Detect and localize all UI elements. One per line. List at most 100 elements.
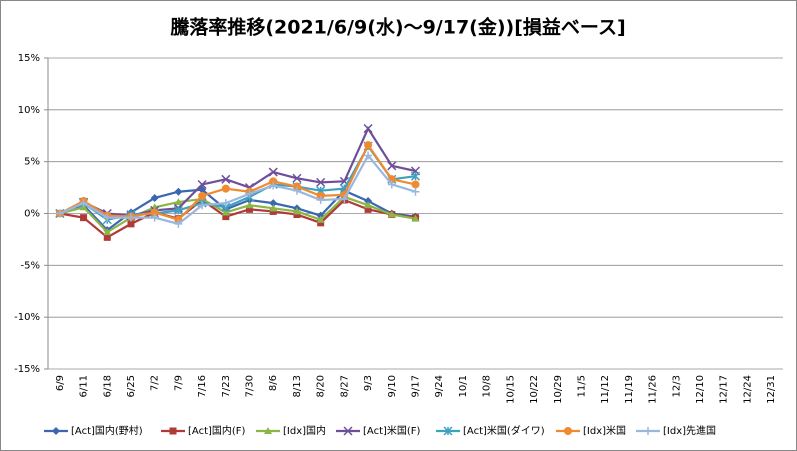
- marker: [55, 209, 64, 218]
- marker: [221, 184, 230, 193]
- marker: [197, 179, 207, 190]
- marker: [293, 211, 301, 219]
- marker: [80, 214, 88, 222]
- x-tick-label: 9/10: [387, 375, 398, 397]
- marker: [410, 171, 421, 181]
- x-tick-label: 6/11: [79, 375, 90, 397]
- x-tick-label: 12/17: [719, 375, 730, 404]
- x-tick-label: 7/2: [150, 375, 161, 391]
- y-tick-label: 5%: [24, 157, 40, 168]
- marker: [387, 180, 396, 189]
- marker: [316, 191, 325, 200]
- x-tick-label: 10/8: [482, 375, 493, 397]
- marker: [245, 189, 254, 198]
- legend-label: [Act]国内(F): [188, 424, 246, 437]
- x-tick-label: 12/31: [766, 375, 777, 404]
- marker: [387, 210, 396, 218]
- marker: [364, 141, 373, 150]
- marker: [173, 205, 183, 215]
- y-tick-label: -10%: [14, 312, 40, 323]
- series-line: [59, 153, 416, 226]
- x-tick-label: 10/29: [553, 375, 564, 404]
- marker: [364, 201, 373, 209]
- marker: [150, 193, 159, 202]
- x-tick-label: 12/24: [742, 375, 753, 404]
- x-tick-label: 12/3: [671, 375, 682, 397]
- x-tick-label: 11/19: [624, 375, 635, 404]
- marker: [221, 199, 230, 208]
- marker: [103, 233, 111, 241]
- x-tick-label: 11/5: [576, 375, 587, 397]
- marker: [103, 228, 112, 236]
- x-tick-label: 12/10: [695, 375, 706, 404]
- marker: [269, 177, 278, 186]
- x-tick-label: 9/3: [363, 375, 374, 391]
- marker: [364, 197, 373, 206]
- marker: [127, 220, 135, 228]
- legend-label: [Idx]国内: [283, 424, 326, 437]
- legend-label: [Act]米国(F): [363, 424, 421, 437]
- series-line: [59, 142, 416, 221]
- marker: [343, 426, 353, 436]
- x-tick-label: 8/13: [292, 375, 303, 397]
- marker: [174, 219, 183, 228]
- y-tick-label: -5%: [21, 260, 40, 271]
- marker: [269, 199, 278, 208]
- legend-label: [Act]米国(ダイワ): [463, 424, 545, 437]
- y-tick-label: 10%: [18, 105, 40, 116]
- marker: [268, 167, 278, 177]
- x-tick-label: 7/23: [221, 375, 232, 397]
- marker: [340, 194, 349, 203]
- marker: [103, 213, 112, 222]
- marker: [292, 207, 301, 215]
- marker: [246, 205, 254, 213]
- marker: [411, 180, 420, 189]
- x-tick-label: 10/22: [529, 375, 540, 404]
- marker: [221, 174, 231, 184]
- marker: [174, 198, 183, 206]
- marker: [564, 427, 572, 435]
- x-tick-label: 6/25: [126, 375, 137, 397]
- marker: [222, 213, 230, 221]
- marker: [269, 204, 278, 212]
- marker: [174, 187, 183, 196]
- y-tick-label: 0%: [24, 209, 40, 220]
- y-tick-label: 15%: [18, 53, 40, 64]
- marker: [316, 196, 325, 205]
- x-tick-label: 9/17: [411, 375, 422, 397]
- marker: [411, 214, 420, 222]
- marker: [364, 205, 372, 213]
- x-tick-label: 8/27: [339, 375, 350, 397]
- marker: [169, 427, 177, 435]
- marker: [316, 215, 325, 223]
- legend-label: [Act]国内(野村): [71, 424, 143, 437]
- marker: [292, 173, 302, 183]
- y-tick-label: -15%: [14, 364, 40, 375]
- marker: [52, 427, 60, 435]
- x-tick-label: 7/16: [197, 375, 208, 397]
- marker: [292, 186, 301, 195]
- series-line: [59, 188, 416, 232]
- x-tick-label: 11/26: [648, 375, 659, 404]
- marker: [245, 201, 254, 209]
- x-tick-label: 8/20: [316, 375, 327, 397]
- marker: [411, 187, 420, 196]
- x-tick-label: 9/24: [434, 375, 445, 397]
- marker: [317, 219, 325, 227]
- marker: [198, 201, 207, 210]
- marker: [198, 191, 207, 200]
- marker: [150, 213, 159, 222]
- legend-label: [Idx]先進国: [663, 425, 716, 437]
- marker: [292, 182, 301, 191]
- marker: [316, 177, 326, 187]
- x-tick-label: 10/15: [505, 375, 516, 404]
- series-line: [59, 198, 416, 239]
- series-line: [59, 195, 416, 234]
- marker: [644, 427, 652, 435]
- marker: [387, 161, 397, 171]
- marker: [443, 426, 453, 436]
- marker: [150, 208, 159, 217]
- series-line: [59, 126, 416, 217]
- x-tick-label: 7/30: [245, 375, 256, 397]
